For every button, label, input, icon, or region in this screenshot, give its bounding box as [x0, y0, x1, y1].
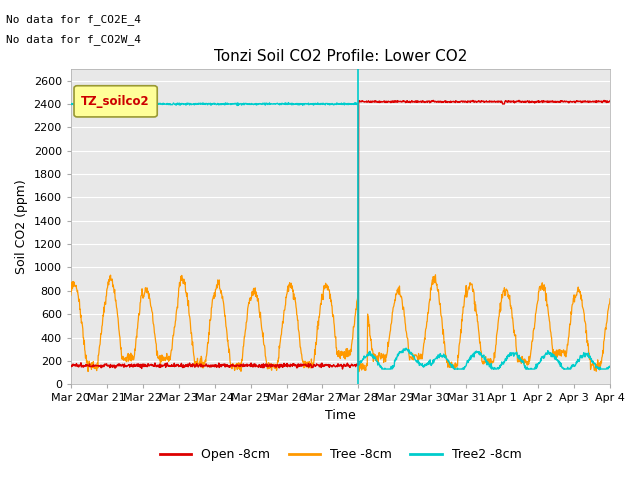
Text: TZ_soilco2: TZ_soilco2	[81, 95, 150, 108]
Legend: Open -8cm, Tree -8cm, Tree2 -8cm: Open -8cm, Tree -8cm, Tree2 -8cm	[154, 443, 526, 466]
Title: Tonzi Soil CO2 Profile: Lower CO2: Tonzi Soil CO2 Profile: Lower CO2	[214, 48, 467, 63]
X-axis label: Time: Time	[325, 409, 356, 422]
Text: No data for f_CO2W_4: No data for f_CO2W_4	[6, 34, 141, 45]
Y-axis label: Soil CO2 (ppm): Soil CO2 (ppm)	[15, 179, 28, 274]
Text: No data for f_CO2E_4: No data for f_CO2E_4	[6, 14, 141, 25]
